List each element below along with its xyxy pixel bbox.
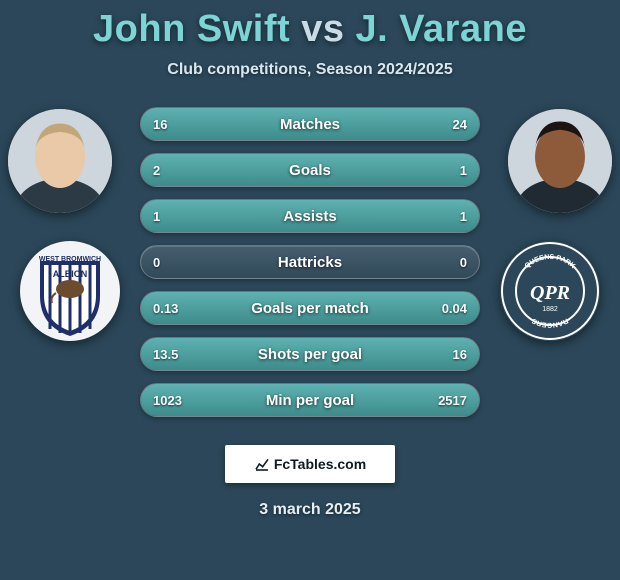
stat-label: Hattricks [141, 246, 479, 280]
svg-text:QPR: QPR [530, 282, 570, 304]
stat-row: 13.5Shots per goal16 [140, 337, 480, 371]
subtitle: Club competitions, Season 2024/2025 [0, 61, 620, 79]
comparison-area: WEST BROMWICH ALBION QUEENS PARK RANGERS… [0, 101, 620, 431]
stat-row: 1023Min per goal2517 [140, 383, 480, 417]
chart-icon [254, 456, 270, 472]
stat-bars: 16Matches242Goals11Assists10Hattricks00.… [140, 107, 480, 429]
page-title: John Swift vs J. Varane [0, 0, 620, 51]
title-player1: John Swift [93, 8, 290, 50]
date: 3 march 2025 [0, 501, 620, 519]
club-left-badge: WEST BROMWICH ALBION [20, 241, 120, 341]
player-left-avatar [8, 109, 112, 213]
stat-row: 0.13Goals per match0.04 [140, 291, 480, 325]
stat-label: Goals [141, 154, 479, 188]
brand-name: FcTables.com [274, 456, 366, 472]
stat-label: Assists [141, 200, 479, 234]
stat-label: Matches [141, 108, 479, 142]
player-right-avatar [508, 109, 612, 213]
svg-text:1882: 1882 [542, 306, 558, 313]
stat-row: 1Assists1 [140, 199, 480, 233]
title-player2: J. Varane [356, 8, 527, 50]
stat-right-value: 0.04 [442, 292, 467, 326]
stat-row: 16Matches24 [140, 107, 480, 141]
svg-text:ALBION: ALBION [53, 269, 88, 279]
stat-label: Min per goal [141, 384, 479, 418]
brand-badge: FcTables.com [225, 445, 395, 483]
stat-right-value: 16 [453, 338, 467, 372]
stat-right-value: 1 [460, 154, 467, 188]
stat-right-value: 24 [453, 108, 467, 142]
stat-row: 2Goals1 [140, 153, 480, 187]
stat-row: 0Hattricks0 [140, 245, 480, 279]
club-right-badge: QUEENS PARK RANGERS QPR 1882 [500, 241, 600, 341]
svg-text:WEST BROMWICH: WEST BROMWICH [39, 256, 101, 263]
stat-label: Goals per match [141, 292, 479, 326]
title-vs: vs [301, 8, 344, 50]
stat-label: Shots per goal [141, 338, 479, 372]
stat-right-value: 2517 [438, 384, 467, 418]
stat-right-value: 0 [460, 246, 467, 280]
stat-right-value: 1 [460, 200, 467, 234]
